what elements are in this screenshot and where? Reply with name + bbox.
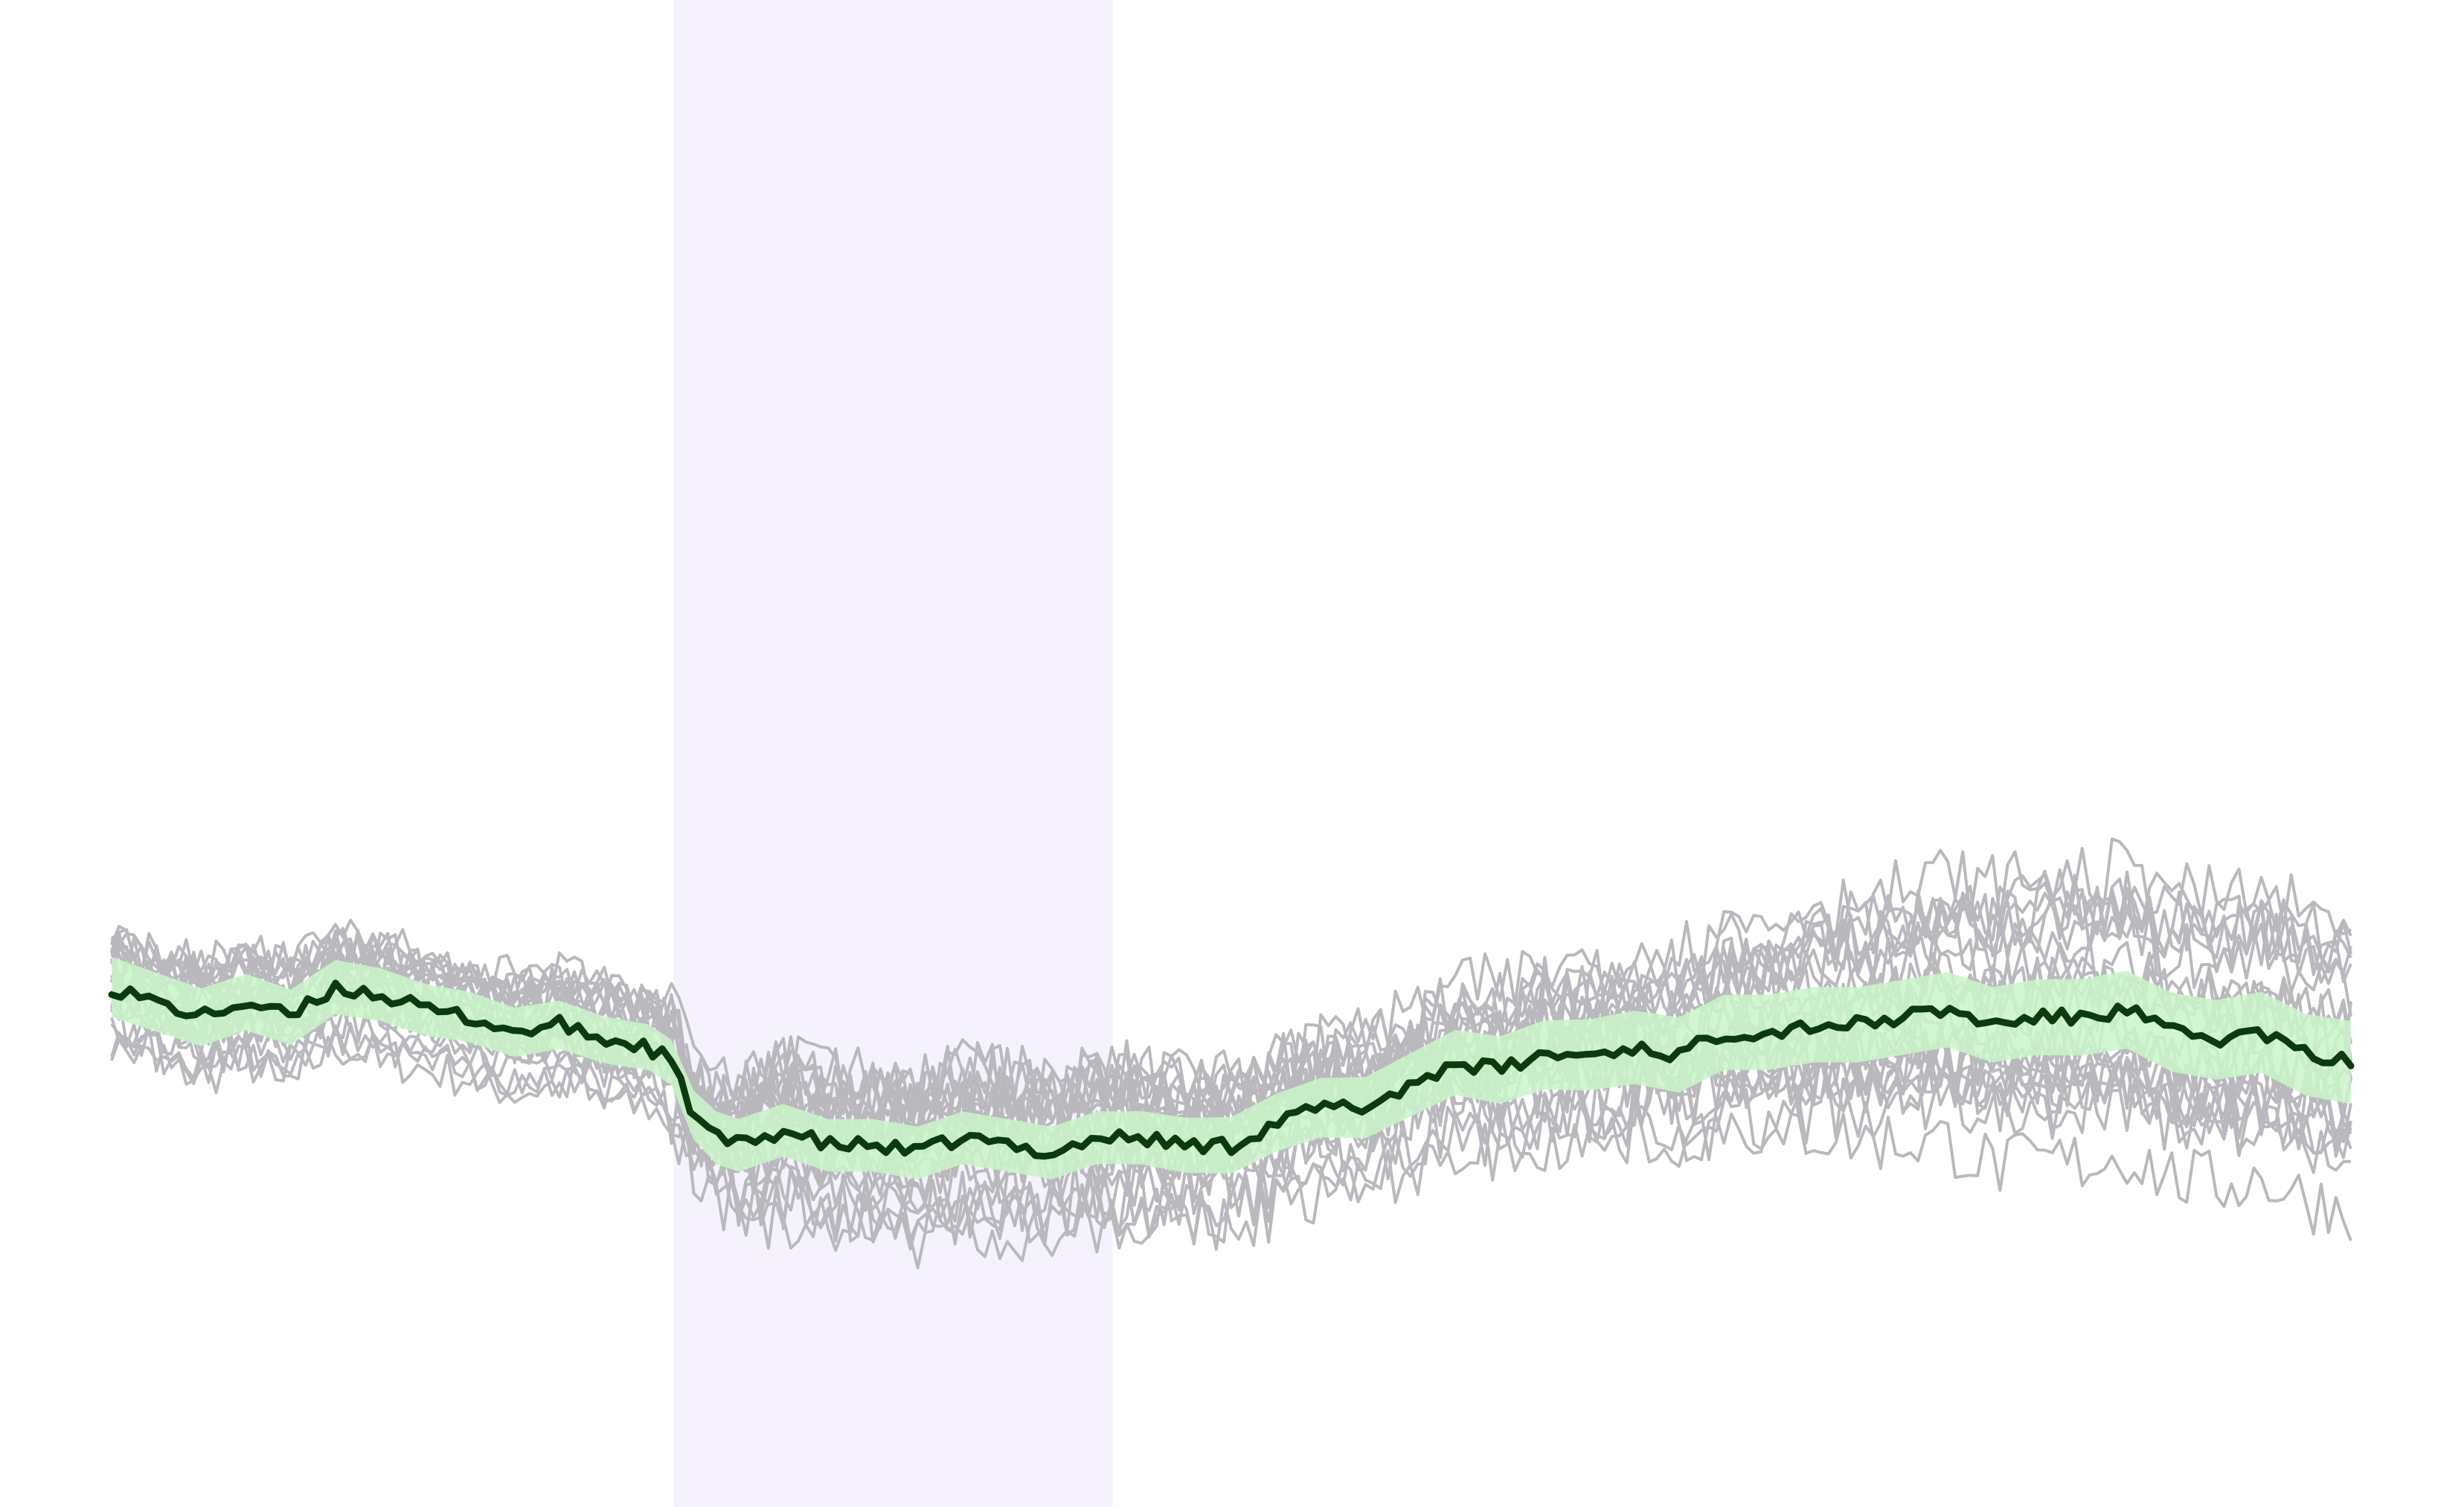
trial-line xyxy=(110,837,2352,1171)
sem-band-layer xyxy=(112,956,2351,1180)
stimulus-period-region xyxy=(673,0,1113,1507)
stimulus-period-layer xyxy=(673,0,1113,1507)
trial-line xyxy=(110,886,2352,1247)
mean-line-layer xyxy=(108,979,2355,1160)
trial-line xyxy=(110,907,2352,1131)
sem-band xyxy=(112,956,2351,1180)
mean-line xyxy=(108,979,2355,1160)
